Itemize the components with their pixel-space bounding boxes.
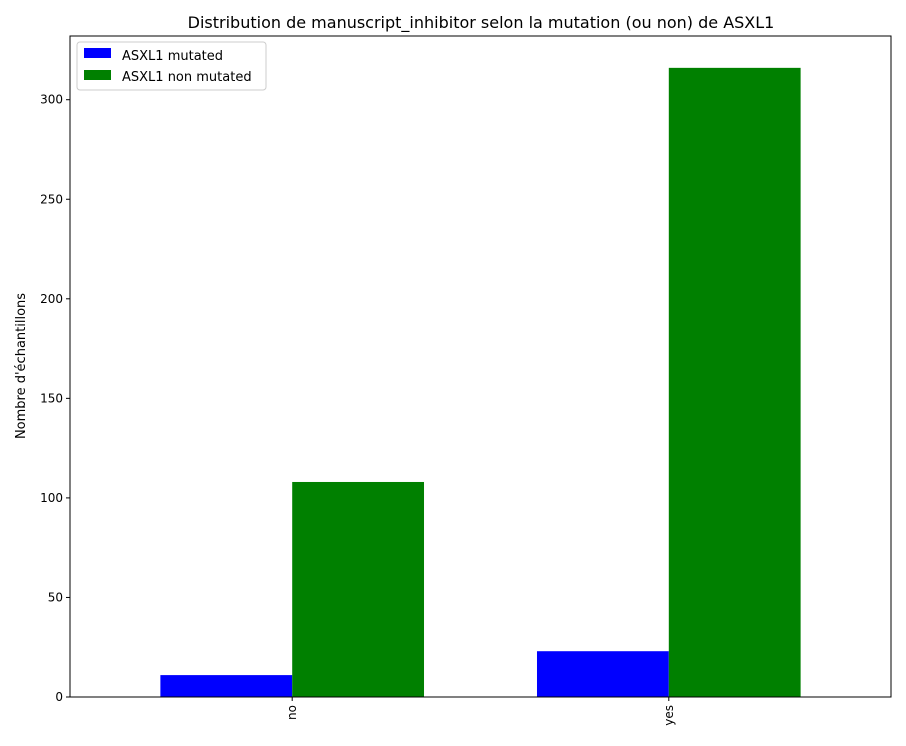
x-tick-label-yes: yes: [662, 705, 676, 726]
bar-mutated-no: [160, 675, 293, 697]
plot-frame: [69, 35, 892, 698]
y-tick-label: 250: [40, 192, 63, 206]
y-tick-label: 50: [48, 590, 63, 604]
chart-title: Distribution de manuscript_inhibitor sel…: [188, 13, 775, 33]
y-axis-label: Nombre d'échantillons: [14, 293, 29, 439]
legend-label-mutated: ASXL1 mutated: [122, 49, 223, 64]
y-axis: 0 50 100 150 200 250 300: [40, 93, 70, 704]
legend-frame: [76, 41, 267, 91]
bar-mutated-yes: [536, 651, 669, 697]
y-tick-label: 200: [40, 292, 63, 306]
x-tick-label-no: no: [285, 705, 299, 720]
bar-non-mutated-no: [292, 481, 425, 697]
legend: ASXL1 mutated ASXL1 non mutated: [76, 41, 267, 91]
bars: [160, 67, 801, 698]
legend-swatch-mutated: [84, 48, 111, 58]
bar-non-mutated-yes: [668, 67, 801, 698]
legend-swatch-non-mutated: [84, 70, 111, 80]
legend-label-non-mutated: ASXL1 non mutated: [122, 70, 252, 85]
y-tick-label: 150: [40, 391, 63, 405]
y-tick-label: 0: [55, 690, 63, 704]
x-axis: no yes: [285, 697, 676, 726]
y-tick-label: 100: [40, 491, 63, 505]
y-tick-label: 300: [40, 93, 63, 107]
